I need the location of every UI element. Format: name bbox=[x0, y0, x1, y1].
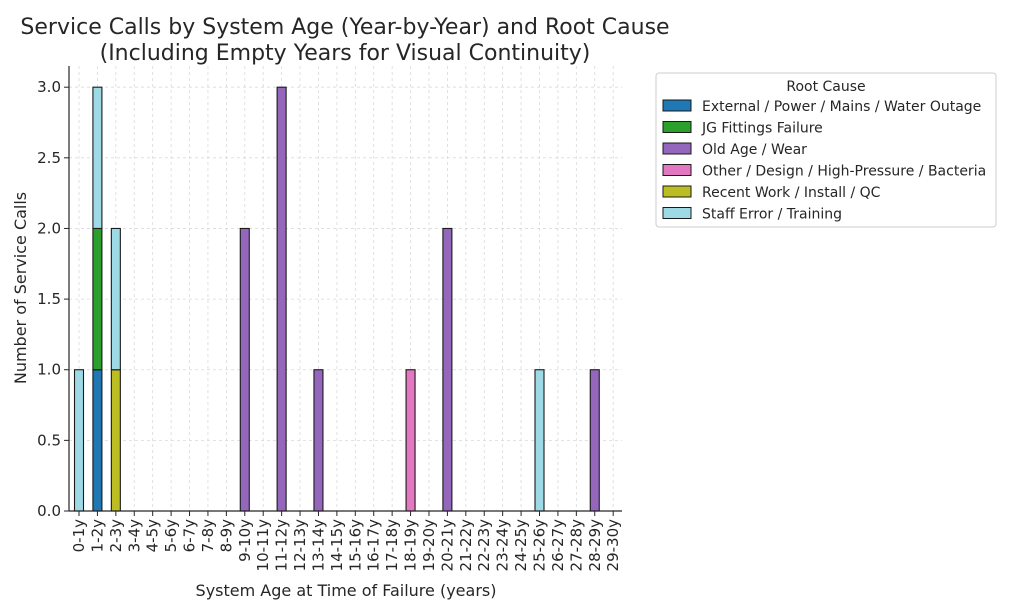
x-tick-label: 28-29y bbox=[586, 519, 604, 572]
y-tick-labels: 0.0 0.5 1.0 1.5 2.0 2.5 3.0 bbox=[37, 78, 61, 520]
x-tick-label: 5-6y bbox=[162, 519, 180, 552]
bar-segment bbox=[92, 86, 103, 230]
x-tick-label: 6-7y bbox=[181, 519, 199, 552]
x-tick-label: 18-19y bbox=[402, 519, 420, 572]
legend-swatch bbox=[662, 121, 692, 133]
x-tick-label: 10-11y bbox=[254, 519, 272, 572]
bar-segment bbox=[110, 227, 121, 371]
legend-swatch bbox=[662, 185, 692, 198]
x-tick-labels: 0-1y 1-2y 2-3y 3-4y 4-5y 5-6y 6-7y 7-8y 8-9y 9-10… bbox=[70, 519, 622, 572]
legend-entry-label: External / Power / Mains / Water Outage bbox=[702, 99, 981, 115]
x-tick-label: 19-20y bbox=[420, 519, 438, 572]
bar-segment bbox=[73, 369, 85, 512]
bar-segment bbox=[92, 369, 103, 512]
bar-segment bbox=[92, 227, 103, 371]
bar-segment bbox=[534, 369, 545, 512]
y-tick-label: 0.5 bbox=[37, 431, 61, 449]
x-tick-label: 7-8y bbox=[199, 519, 217, 552]
legend-swatch bbox=[662, 207, 692, 219]
x-tick-label: 15-16y bbox=[346, 519, 364, 572]
bar-segment bbox=[405, 369, 416, 512]
x-tick-label: 23-24y bbox=[494, 519, 512, 572]
legend-entry-label: Old Age / Wear bbox=[702, 142, 807, 158]
legend-swatch bbox=[662, 164, 692, 176]
x-tick-label: 14-15y bbox=[328, 519, 346, 572]
x-tick-label: 4-5y bbox=[144, 519, 162, 552]
legend-entry-label: Other / Design / High-Pressure / Bacteri… bbox=[702, 164, 986, 180]
y-axis-label: Number of Service Calls bbox=[11, 192, 30, 384]
x-tick-label: 21-22y bbox=[457, 519, 475, 572]
x-axis-label: System Age at Time of Failure (years) bbox=[196, 581, 497, 600]
y-tick-label: 1.5 bbox=[37, 290, 61, 308]
x-tick-label: 25-26y bbox=[531, 519, 549, 572]
bar-segment bbox=[239, 227, 250, 512]
bar-segment bbox=[442, 227, 453, 512]
bar-segment bbox=[589, 369, 600, 512]
legend-frame bbox=[655, 72, 997, 228]
x-tick-label: 22-23y bbox=[475, 519, 493, 572]
chart-title-line-1: Service Calls by System Age (Year-by-Yea… bbox=[20, 15, 669, 40]
x-tick-label: 24-25y bbox=[512, 519, 530, 572]
bar-segment bbox=[313, 369, 324, 512]
x-tick-label: 12-13y bbox=[291, 519, 309, 572]
legend-title: Root Cause bbox=[786, 79, 865, 95]
x-tick-label: 13-14y bbox=[309, 519, 327, 572]
bar-segment bbox=[110, 369, 121, 512]
x-tick-label: 2-3y bbox=[107, 519, 125, 552]
x-tick-label: 8-9y bbox=[217, 519, 235, 552]
x-tick-label: 20-21y bbox=[438, 519, 456, 572]
x-tick-label: 0-1y bbox=[70, 519, 88, 552]
legend-entry-label: Staff Error / Training bbox=[702, 207, 842, 223]
chart-title: Service Calls by System Age (Year-by-Yea… bbox=[20, 15, 669, 66]
x-tick-label: 9-10y bbox=[236, 519, 254, 562]
axes bbox=[64, 66, 622, 516]
y-tick-label: 2.0 bbox=[37, 219, 61, 237]
y-tick-label: 2.5 bbox=[37, 149, 61, 167]
legend: Root Cause External / Power / Mains / Wa… bbox=[655, 72, 997, 228]
x-tick-label: 3-4y bbox=[125, 519, 143, 552]
x-tick-label: 29-30y bbox=[604, 519, 622, 572]
legend-entry-label: Recent Work / Install / QC bbox=[702, 185, 881, 201]
legend-swatch bbox=[662, 142, 692, 155]
x-tick-label: 16-17y bbox=[365, 519, 383, 572]
y-tick-label: 0.0 bbox=[37, 502, 61, 520]
x-tick-label: 17-18y bbox=[383, 519, 401, 572]
x-tick-label: 11-12y bbox=[273, 519, 291, 572]
y-tick-label: 1.0 bbox=[37, 361, 61, 379]
chart-title-line-2: (Including Empty Years for Visual Contin… bbox=[100, 41, 591, 66]
y-tick-label: 3.0 bbox=[37, 78, 61, 96]
x-tick-label: 1-2y bbox=[88, 519, 106, 552]
legend-entry-label: JG Fittings Failure bbox=[701, 121, 823, 137]
legend-swatch bbox=[662, 99, 692, 112]
bar-segment bbox=[276, 86, 287, 512]
x-tick-label: 26-27y bbox=[549, 519, 567, 572]
x-tick-label: 27-28y bbox=[567, 519, 585, 572]
